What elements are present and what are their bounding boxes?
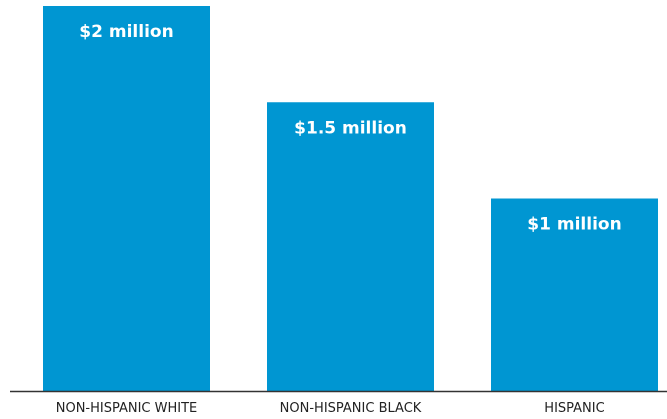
data-label-3: $1 million bbox=[527, 215, 621, 235]
data-label-1: $2 million bbox=[79, 22, 173, 42]
x-tick-label-1: NON-HISPANIC WHITE bbox=[56, 401, 198, 416]
x-tick-label-2: NON-HISPANIC BLACK bbox=[280, 401, 422, 416]
data-label-2: $1.5 million bbox=[294, 118, 407, 138]
bar-2 bbox=[267, 102, 434, 391]
bar-3 bbox=[491, 198, 658, 391]
bar-1 bbox=[43, 6, 210, 391]
x-tick-label-3: HISPANIC bbox=[544, 401, 604, 416]
